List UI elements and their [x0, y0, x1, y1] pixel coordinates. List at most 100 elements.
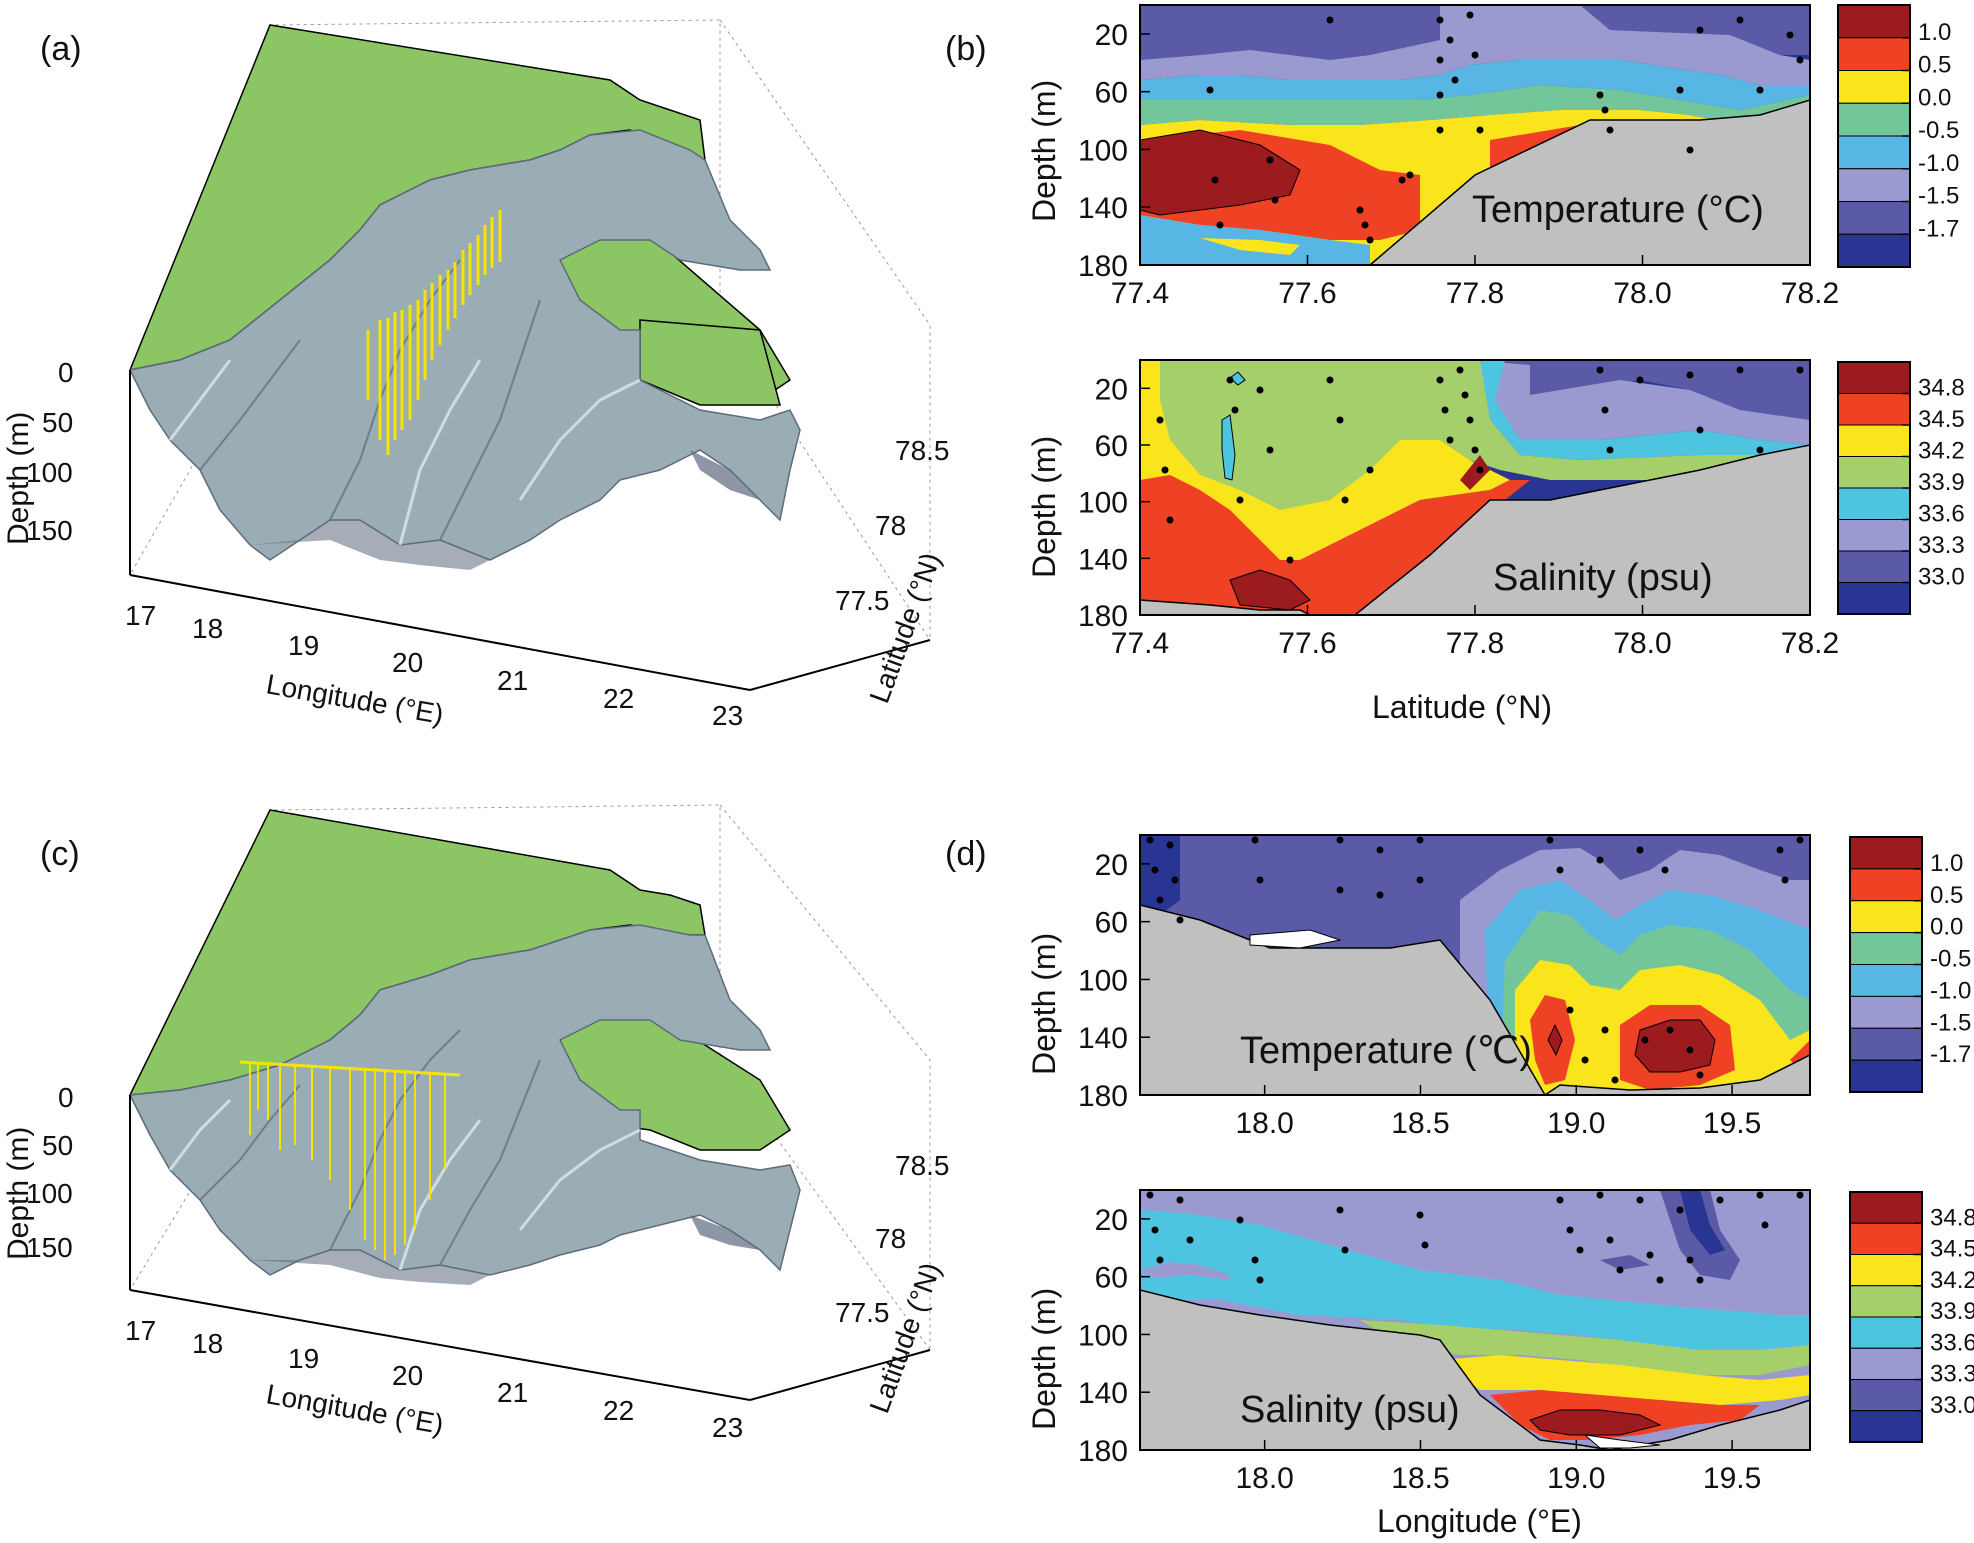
y-axis-title: Depth (m) — [1026, 933, 1062, 1075]
station-casts — [239, 1060, 461, 1260]
colorbar-label: 1.0 — [1930, 850, 1963, 877]
sampling-points — [1206, 11, 1804, 244]
x-tick-label: 20 — [392, 1360, 423, 1391]
y-tick-label: 180 — [1078, 1435, 1128, 1468]
x-tick-label: 19 — [288, 1343, 319, 1374]
colorbar-label: 33.3 — [1918, 532, 1965, 559]
colorbar-label: 0.0 — [1930, 914, 1963, 941]
colorbar-label: -1.7 — [1918, 215, 1959, 242]
y-tick-label: 100 — [1078, 1319, 1128, 1352]
colorbar-swatch — [1849, 995, 1923, 1029]
panel-label-b: (b) — [945, 30, 987, 68]
x-tick-label: 19.0 — [1547, 1107, 1605, 1140]
y-tick-label: 77.5 — [835, 1297, 890, 1328]
colorbar-label: 34.5 — [1930, 1236, 1974, 1263]
colorbar-swatch — [1849, 1027, 1923, 1061]
sampling-points — [1146, 836, 1804, 1084]
y-tick-label: 180 — [1078, 1080, 1128, 1113]
sampling-points — [1156, 366, 1804, 564]
y-tick-label: 77.5 — [835, 585, 890, 616]
colorbar-swatch — [1849, 1222, 1923, 1255]
y-tick-label: 20 — [1095, 19, 1128, 52]
z-tick-label: 0 — [58, 1082, 74, 1113]
colorbar-label: -1.5 — [1918, 183, 1959, 210]
x-tick-label: 78.0 — [1613, 277, 1671, 310]
panel-c-3d-bathymetry: 0 50 100 150 Depth (m) 17 18 19 20 21 22… — [2, 804, 950, 1443]
inset-label: Salinity (psu) — [1240, 1389, 1460, 1431]
y-tick-label: 78.5 — [895, 1150, 950, 1181]
x-tick-label: 19 — [288, 630, 319, 661]
y-tick-label: 20 — [1095, 1204, 1128, 1237]
x-tick-label: 77.6 — [1278, 277, 1336, 310]
colorbar-label: 1.0 — [1918, 19, 1951, 46]
y-tick-label: 140 — [1078, 1377, 1128, 1410]
x-tick-label: 21 — [497, 1377, 528, 1408]
z-tick-label: 50 — [42, 1130, 73, 1161]
y-axis-title: Latitude (°N) — [864, 1258, 947, 1417]
y-axis-title: Depth (m) — [1026, 436, 1062, 578]
x-tick-label: 18.0 — [1235, 1107, 1293, 1140]
colorbar-label: 34.5 — [1918, 406, 1965, 433]
colorbar-label: -0.5 — [1930, 946, 1971, 973]
z-axis-title: Depth (m) — [2, 412, 35, 545]
x-tick-label: 18 — [192, 613, 223, 644]
colorbar-swatch — [1837, 201, 1911, 235]
x-tick-label: 77.8 — [1446, 277, 1504, 310]
x-tick-label: 18.5 — [1391, 1462, 1449, 1495]
colorbar-label: 33.0 — [1918, 564, 1965, 591]
colorbar-label: 0.0 — [1918, 84, 1951, 111]
colorbar-label: 34.8 — [1930, 1204, 1974, 1231]
colorbar-swatch — [1837, 168, 1911, 202]
x-tick-label: 22 — [603, 1395, 634, 1426]
x-tick-label: 19.0 — [1547, 1462, 1605, 1495]
y-tick-label: 78 — [875, 1223, 906, 1254]
z-tick-label: 100 — [26, 457, 73, 488]
x-tick-label: 20 — [392, 647, 423, 678]
y-tick-label: 140 — [1078, 192, 1128, 225]
colorbar-swatch — [1849, 1347, 1923, 1380]
colorbar-swatch — [1837, 582, 1911, 615]
x-tick-label: 78.2 — [1781, 277, 1839, 310]
y-tick-label: 60 — [1095, 1262, 1128, 1295]
colorbar-label: 33.9 — [1930, 1298, 1974, 1325]
x-axis-title: Latitude (°N) — [1372, 689, 1552, 725]
colorbar-swatch — [1849, 1316, 1923, 1349]
colorbar-label: -1.7 — [1930, 1041, 1971, 1068]
x-tick-label: 18.0 — [1235, 1462, 1293, 1495]
colorbar-swatch — [1849, 1254, 1923, 1287]
colorbar-swatch — [1849, 964, 1923, 997]
colorbar-label: 34.8 — [1918, 375, 1965, 402]
z-tick-label: 150 — [26, 1232, 73, 1263]
inset-label: Temperature (°C) — [1472, 189, 1764, 231]
colorbar-swatch — [1849, 868, 1923, 902]
colorbar-label: 33.3 — [1930, 1361, 1974, 1388]
colorbar-swatch — [1849, 1059, 1923, 1093]
colorbar-label: -1.5 — [1930, 1009, 1971, 1036]
colorbar-label: -1.0 — [1930, 977, 1971, 1004]
z-tick-label: 0 — [58, 357, 74, 388]
colorbar-swatch — [1837, 393, 1911, 426]
y-tick-label: 140 — [1078, 543, 1128, 576]
z-tick-label: 100 — [26, 1178, 73, 1209]
inset-label: Salinity (psu) — [1493, 557, 1713, 599]
panel-label-a: (a) — [40, 30, 82, 68]
y-tick-label: 78 — [875, 510, 906, 541]
y-tick-label: 60 — [1095, 907, 1128, 940]
x-tick-label: 78.2 — [1781, 627, 1839, 660]
colorbar-label: 33.0 — [1930, 1392, 1974, 1419]
sampling-points — [1146, 1191, 1804, 1284]
colorbar-label: 33.9 — [1918, 469, 1965, 496]
colorbar-label: 33.6 — [1930, 1329, 1974, 1356]
x-tick-label: 22 — [603, 683, 634, 714]
y-tick-label: 60 — [1095, 430, 1128, 463]
x-tick-label: 18.5 — [1391, 1107, 1449, 1140]
colorbar-swatch — [1849, 1191, 1923, 1224]
panel-b-salinity-section: Salinity (psu) Depth (m) Latitude (°N) — [1026, 359, 1811, 725]
colorbar-swatch — [1849, 900, 1923, 934]
y-tick-label: 60 — [1095, 77, 1128, 110]
z-tick-label: 50 — [42, 407, 73, 438]
x-axis-title: Longitude (°E) — [1377, 1503, 1582, 1539]
colorbar-label: -1.0 — [1918, 150, 1959, 177]
